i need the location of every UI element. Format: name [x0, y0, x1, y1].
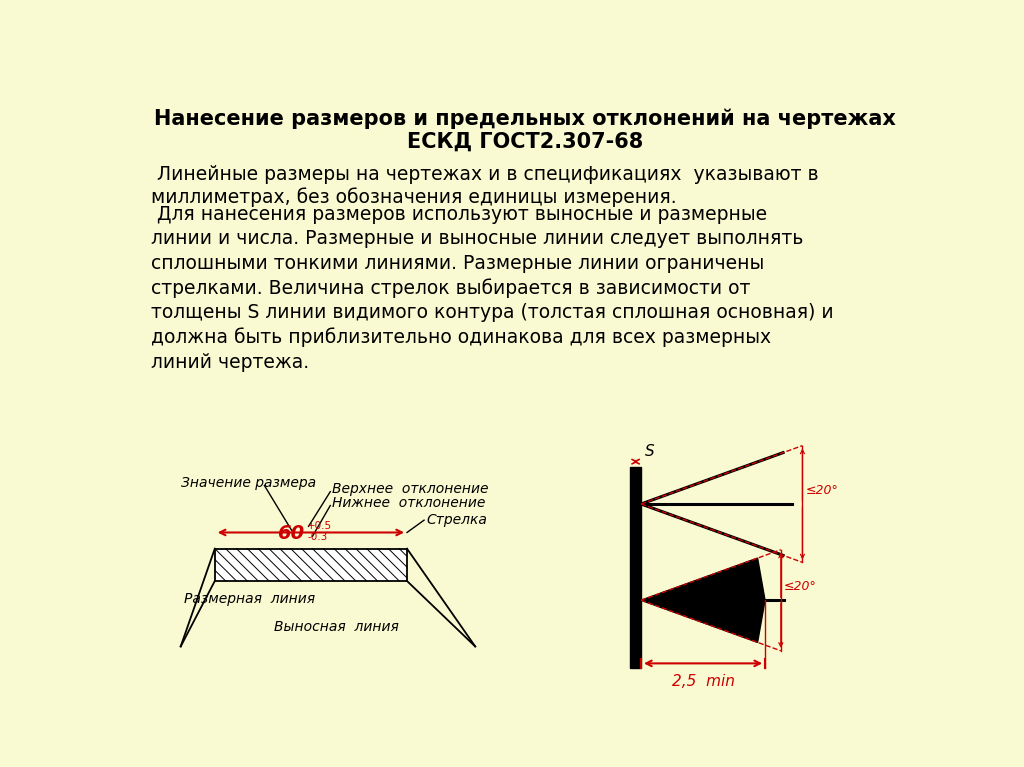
Text: ≤20°: ≤20° — [806, 484, 839, 496]
Text: 60: 60 — [278, 524, 305, 543]
Text: Размерная  линия: Размерная линия — [183, 591, 315, 606]
Text: Стрелка: Стрелка — [426, 513, 487, 527]
Text: ≤20°: ≤20° — [784, 580, 817, 593]
Text: Нанесение размеров и предельных отклонений на чертежах: Нанесение размеров и предельных отклонен… — [154, 109, 896, 130]
Text: Верхнее  отклонение: Верхнее отклонение — [332, 482, 488, 496]
Bar — [630, 467, 641, 668]
Text: 2,5  min: 2,5 min — [672, 674, 734, 690]
Text: Выносная  линия: Выносная линия — [273, 621, 398, 634]
Text: Нижнее  отклонение: Нижнее отклонение — [332, 496, 485, 510]
Bar — [215, 548, 407, 581]
Text: ЕСКД ГОСТ2.307-68: ЕСКД ГОСТ2.307-68 — [407, 132, 643, 152]
Text: S: S — [645, 444, 654, 459]
Text: Значение размера: Значение размера — [180, 476, 315, 490]
Text: Линейные размеры на чертежах и в спецификациях  указывают в
миллиметрах, без обо: Линейные размеры на чертежах и в специфи… — [152, 165, 819, 207]
Text: +0.5: +0.5 — [307, 522, 332, 532]
Text: Для нанесения размеров используют выносные и размерные
линии и числа. Размерные : Для нанесения размеров используют выносн… — [152, 206, 834, 371]
Text: -0.3: -0.3 — [307, 532, 328, 542]
Polygon shape — [641, 558, 765, 643]
